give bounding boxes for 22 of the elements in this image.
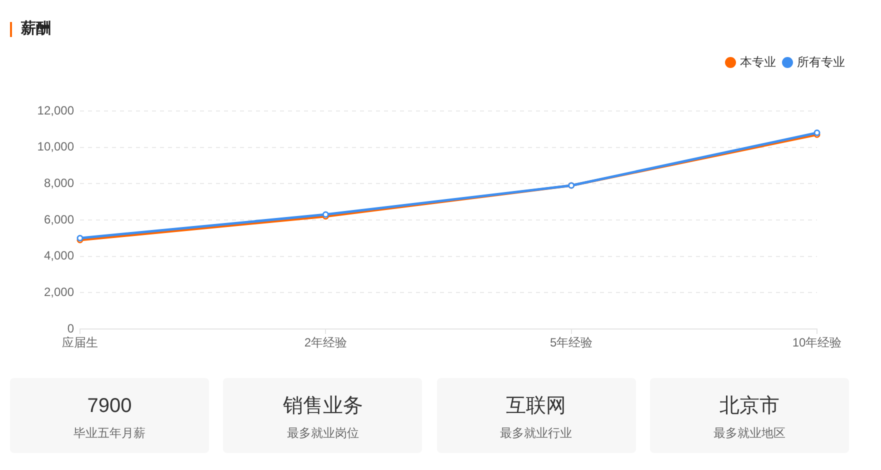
y-tick-label: 0 xyxy=(67,321,74,336)
legend-label: 本专业 xyxy=(740,54,776,71)
y-tick-label: 8,000 xyxy=(44,176,74,190)
y-tick-label: 12,000 xyxy=(37,103,74,118)
y-tick-label: 10,000 xyxy=(37,140,74,154)
text: 7900 xyxy=(86,394,133,418)
text: 北京市 xyxy=(718,394,780,418)
text: 最多就业行业 xyxy=(499,425,574,441)
x-tick-label: 应届生 xyxy=(62,336,98,350)
y-tick-label: 2,000 xyxy=(44,284,74,299)
x-tick-label: 5年经验 xyxy=(550,336,593,350)
text: 销售业务 xyxy=(282,394,364,418)
x-tick-label: 2年经验 xyxy=(304,336,348,350)
chart-title: 薪酬 xyxy=(21,20,51,38)
text: 最多就业地区 xyxy=(712,425,786,441)
text: 最多就业岗位 xyxy=(286,425,360,441)
text: 互联网 xyxy=(505,394,568,418)
x-tick-label: 10年经验 xyxy=(792,336,842,350)
y-tick-label: 6,000 xyxy=(44,212,74,226)
text: 毕业五年月薪 xyxy=(72,425,146,441)
y-tick-label: 4,000 xyxy=(44,248,74,263)
legend-label: 所有专业 xyxy=(797,54,845,71)
